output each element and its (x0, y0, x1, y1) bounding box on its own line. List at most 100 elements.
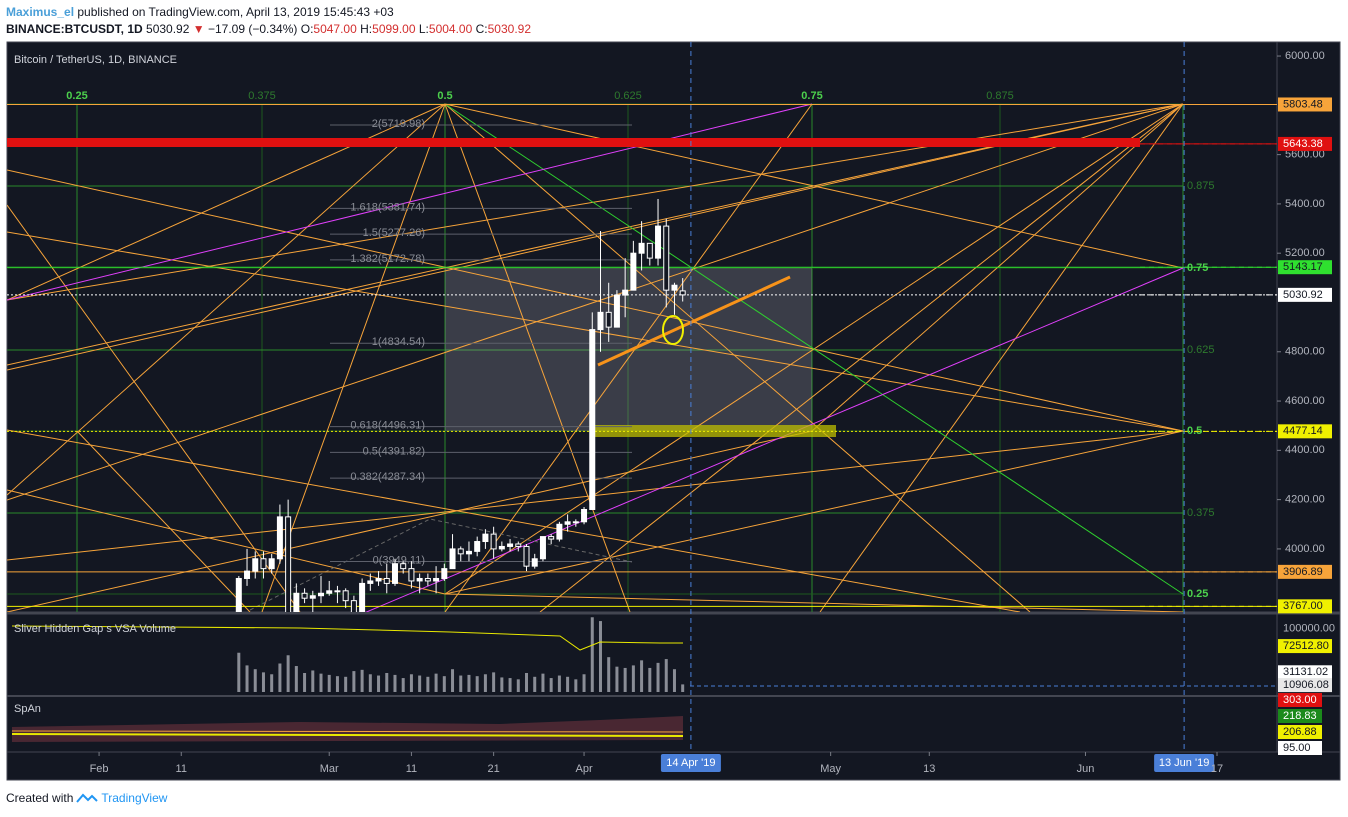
volume-bar (590, 617, 594, 692)
y-tick-label: 5400.00 (1285, 198, 1325, 210)
span-label: 206.88 (1283, 726, 1317, 738)
volume-box (1278, 639, 1332, 654)
volume-bar (648, 667, 652, 692)
candle-body (515, 543, 522, 547)
span-box (1278, 741, 1322, 755)
price-box (1278, 260, 1332, 275)
gann-top-label: 0.875 (986, 90, 1014, 102)
fan-line (539, 103, 1184, 612)
fan-line (444, 593, 1184, 612)
green-line (444, 103, 1184, 595)
volume-bar (582, 674, 586, 692)
volume-bar (681, 684, 685, 692)
candle-body (342, 590, 349, 602)
candle-body (268, 558, 275, 570)
marker-box (660, 754, 721, 772)
y-tick-label: 5600.00 (1285, 149, 1325, 161)
volume-pane (11, 617, 1277, 692)
fib-label: 0(3949.11) (373, 554, 425, 566)
symbol: BINANCE:BTCUSDT, 1D (6, 22, 143, 36)
candle-body (507, 543, 514, 547)
fan-line (76, 430, 251, 612)
volume-bar (631, 665, 635, 692)
volume-bar (598, 621, 602, 692)
volume-bar (303, 673, 307, 692)
volume-label: 100000.00 (1283, 623, 1335, 635)
orange-trend (597, 275, 791, 367)
price-box (1278, 599, 1332, 614)
fib-label: 0.382(4287.34) (350, 471, 425, 483)
candle-body (318, 592, 325, 597)
c-label: C: (475, 22, 488, 36)
yellow-circle (662, 315, 684, 345)
fan-line (444, 430, 1184, 595)
price-label: 3767.00 (1283, 600, 1323, 612)
volume-bar (607, 657, 611, 692)
volume-bar (393, 674, 397, 692)
marker-box (1154, 754, 1215, 772)
candle-body (350, 600, 357, 612)
price-box (1278, 564, 1332, 579)
gann-top-label: 0.75 (801, 90, 822, 102)
y-tick-label: 6000.00 (1285, 50, 1325, 62)
fan-line (7, 169, 1184, 432)
volume-bar (492, 672, 496, 692)
volume-bar (500, 677, 504, 692)
volume-bar (286, 655, 290, 692)
span-label: 95.00 (1283, 742, 1311, 754)
volume-bar (377, 675, 381, 692)
brand[interactable]: TradingView (101, 791, 168, 805)
volume-bar (270, 674, 274, 692)
x-tick-label: 11 (406, 763, 417, 775)
l-label: L: (418, 22, 429, 36)
span-box (1278, 725, 1322, 739)
volume-bar (656, 662, 660, 692)
candle-body (564, 521, 571, 525)
l: 5004.00 (428, 22, 473, 36)
candle-body (605, 311, 612, 328)
candle-body (449, 548, 456, 570)
chart: 2(5719.98) 1.618(5381.74) 1.5(5277.26) 1.38… (6, 41, 1341, 781)
x-tick-label: 13 (923, 763, 935, 775)
span-box (1278, 693, 1322, 707)
h: 5099.00 (372, 22, 416, 36)
volume-label: 72512.80 (1283, 640, 1329, 652)
fan-line (444, 103, 631, 612)
x-tick-label: Jun (1077, 763, 1095, 775)
candle-body (613, 294, 620, 328)
price-label: 5143.17 (1283, 261, 1323, 273)
candle-body (548, 536, 555, 540)
candle-body (260, 558, 267, 570)
y-tick-label: 4800.00 (1285, 346, 1325, 358)
volume-bar (467, 674, 471, 692)
candle-body (572, 521, 579, 524)
candle-body (433, 577, 440, 582)
o: 5047.00 (313, 22, 357, 36)
down-arrow: ▼ (192, 22, 205, 36)
created-with: Created with (6, 791, 74, 805)
price-label: 5030.92 (1283, 289, 1323, 301)
candle-body (301, 592, 308, 599)
fib-label: 0.618(4496.31) (350, 420, 425, 432)
candle-body (490, 533, 497, 550)
author[interactable]: Maximus_el (6, 5, 75, 19)
candle-body (679, 290, 686, 296)
candle-body (539, 536, 546, 560)
footer: Created with TradingView (6, 791, 167, 805)
candle-body (235, 577, 242, 612)
candle-body (391, 563, 398, 584)
volume-bar (409, 674, 413, 692)
volume-bar (483, 674, 487, 692)
price-label: 5803.48 (1283, 98, 1323, 110)
volume-bar (623, 667, 627, 692)
y-tick-label: 4400.00 (1285, 444, 1325, 456)
candle-body (276, 516, 283, 560)
publish-line: Maximus_el published on TradingView.com,… (6, 4, 531, 21)
candle-body (622, 289, 629, 296)
volume-bar (237, 652, 241, 692)
price-label: 3906.89 (1283, 566, 1323, 578)
c: 5030.92 (487, 22, 532, 36)
marker-label: 13 Jun '19 (1159, 757, 1209, 769)
candle-body (531, 558, 538, 567)
